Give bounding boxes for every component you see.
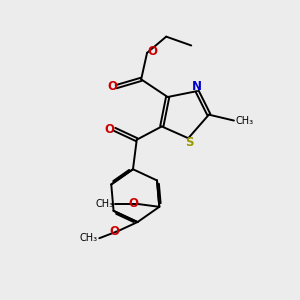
Text: O: O xyxy=(128,197,138,210)
Text: S: S xyxy=(185,136,194,149)
Text: CH₃: CH₃ xyxy=(236,116,253,126)
Text: O: O xyxy=(147,45,158,58)
Text: CH₃: CH₃ xyxy=(95,199,114,209)
Text: O: O xyxy=(107,80,117,93)
Text: CH₃: CH₃ xyxy=(80,233,98,243)
Text: O: O xyxy=(110,225,120,238)
Text: O: O xyxy=(104,123,114,136)
Text: N: N xyxy=(192,80,202,93)
